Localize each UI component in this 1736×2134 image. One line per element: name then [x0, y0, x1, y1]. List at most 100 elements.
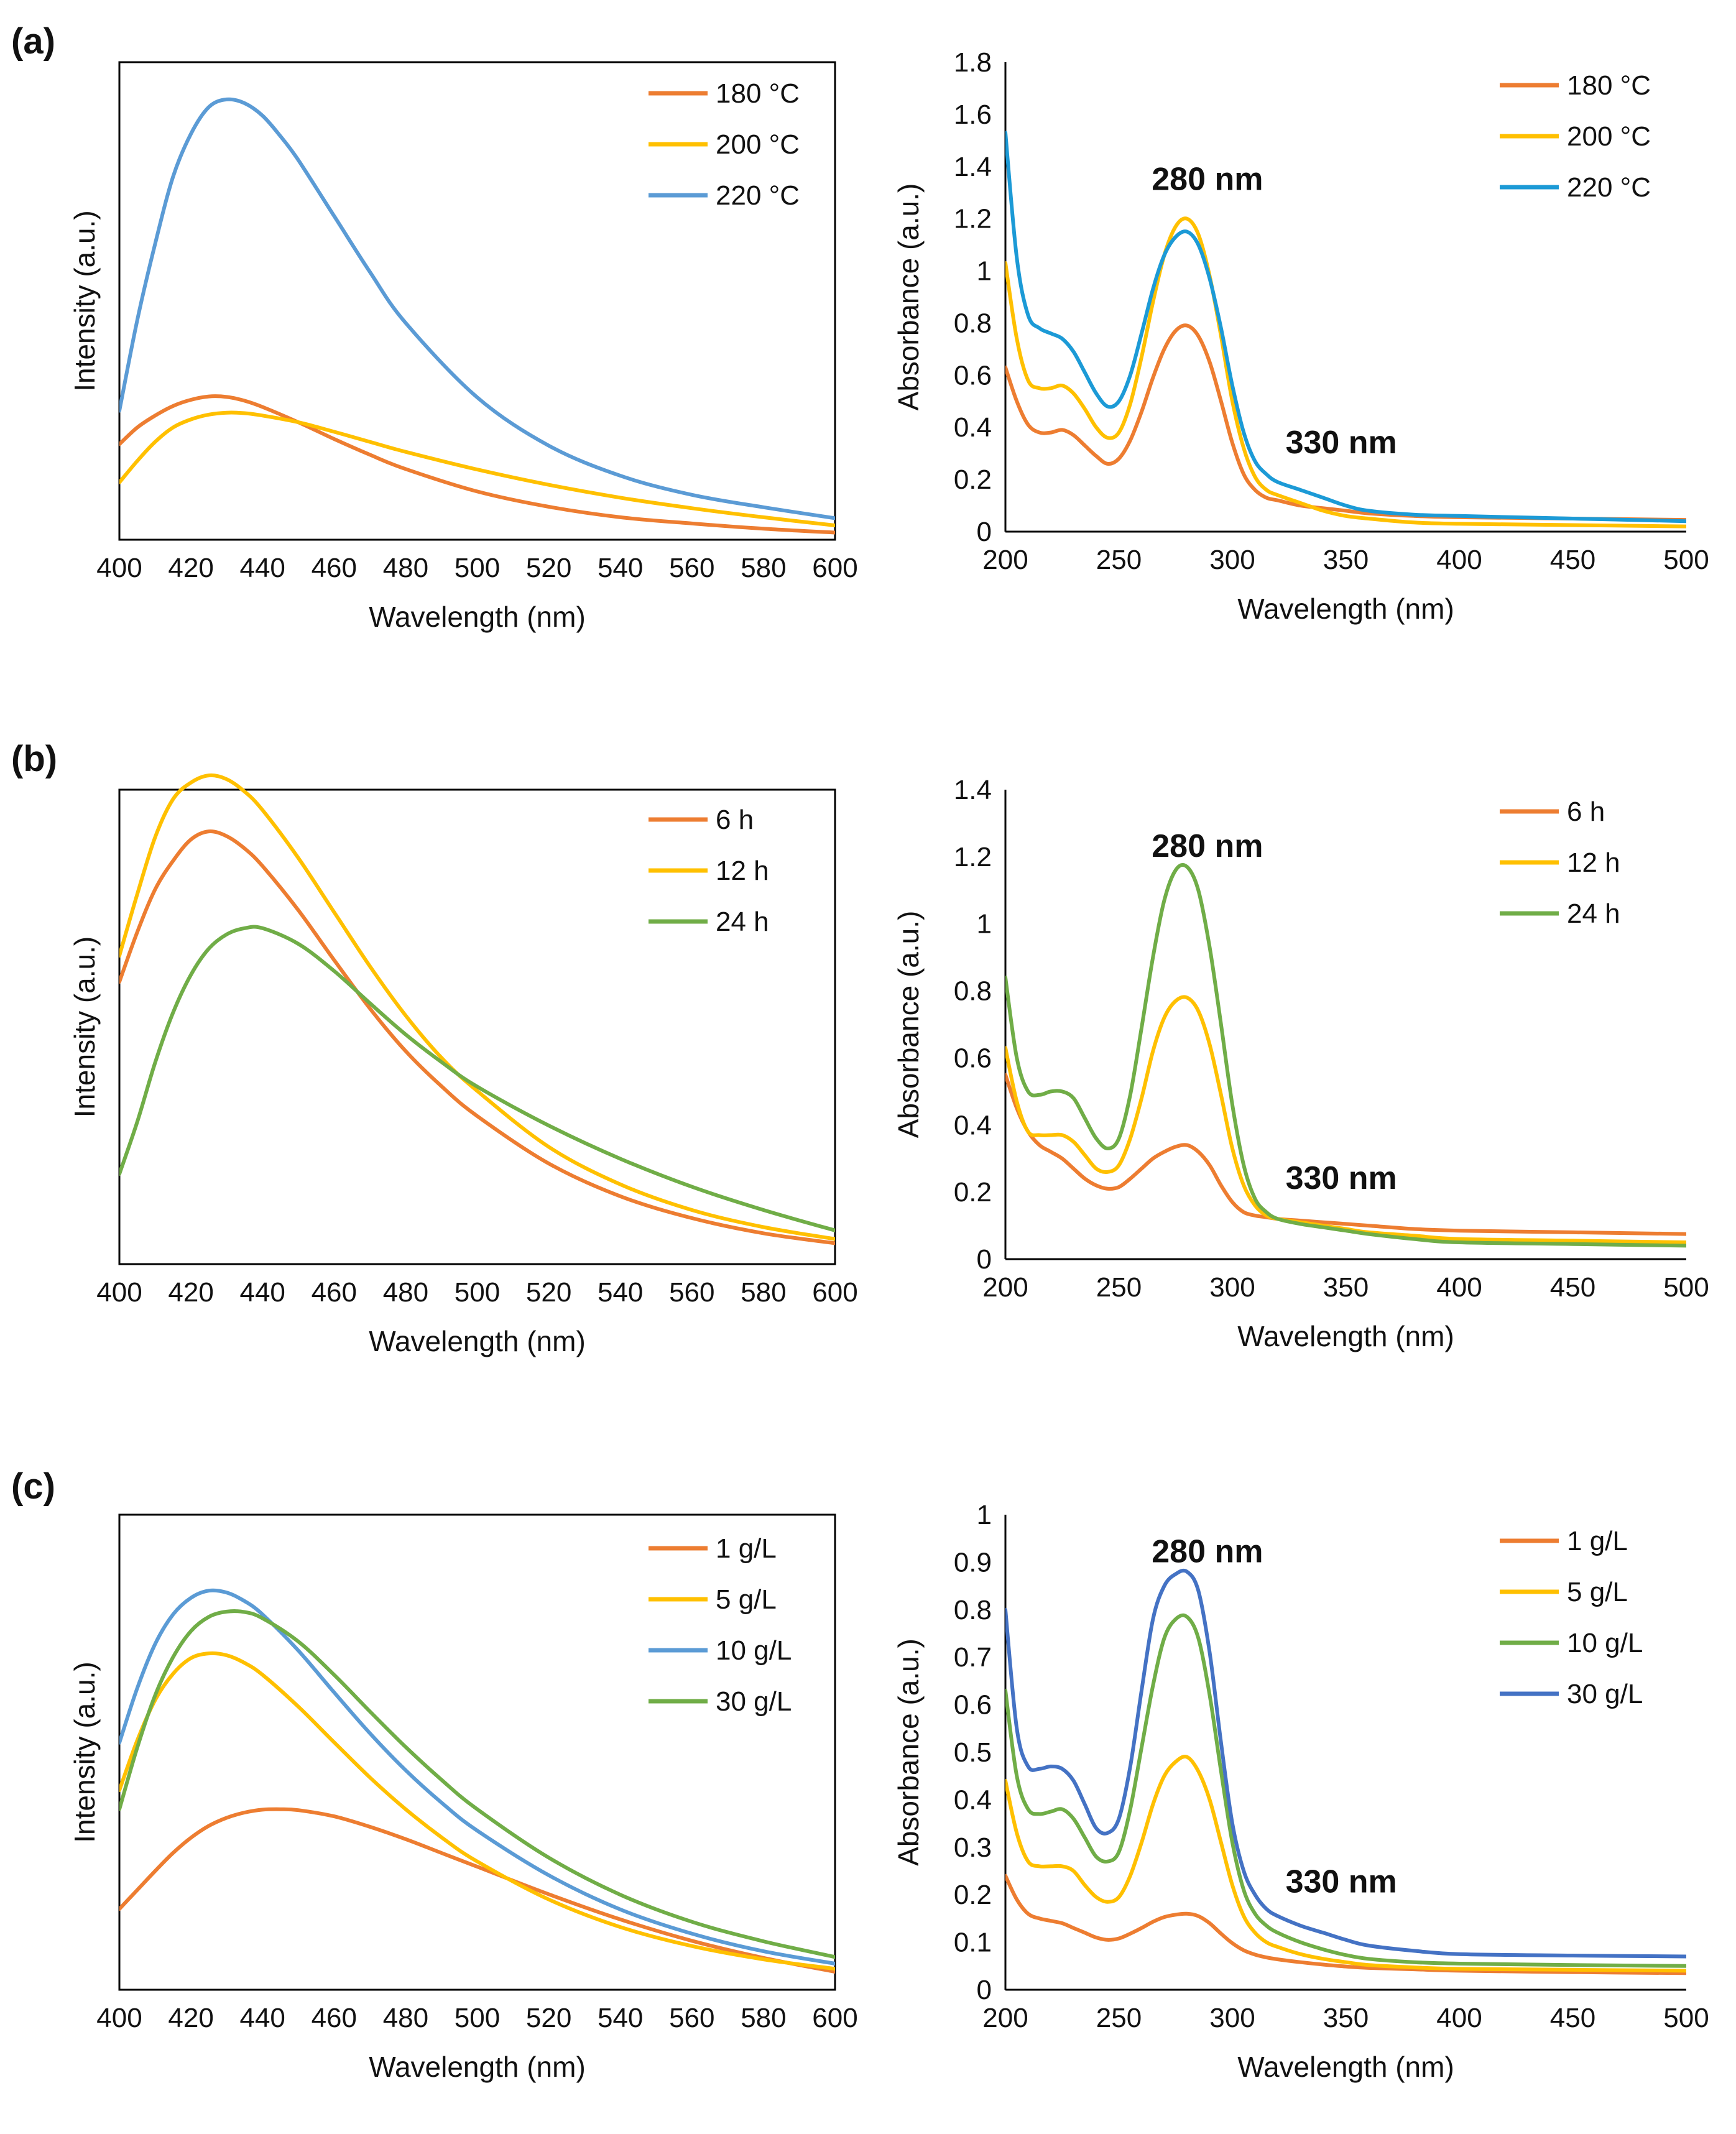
series-line-12-h: [1005, 995, 1686, 1244]
chart-b-absorbance: 200 250 300 350 400 450 500 0 0.2 0.4 0.6 0.8 1 1.2 1.…: [892, 775, 1709, 1352]
legend-label: 5 g/L: [716, 1584, 777, 1615]
legend-label: 10 g/L: [1567, 1628, 1643, 1658]
x-tick-label: 400: [96, 553, 142, 583]
x-tick-label: 480: [383, 2003, 428, 2033]
y-tick-label: 0.6: [954, 1043, 992, 1073]
series-line-30-g-l: [119, 1609, 835, 1959]
legend-label: 24 h: [1567, 898, 1620, 929]
x-tick-label: 500: [1663, 1272, 1709, 1303]
x-tick-label: 580: [741, 2003, 786, 2033]
legend-label: 220 °C: [1567, 172, 1651, 203]
legend-label: 12 h: [716, 856, 769, 886]
y-tick-label: 0.8: [954, 1595, 992, 1625]
legend-label: 30 g/L: [1567, 1679, 1643, 1709]
y-tick-label: 0.7: [954, 1642, 992, 1673]
x-tick-label: 300: [1209, 1272, 1255, 1303]
x-tick-label: 500: [455, 1277, 500, 1308]
y-tick-label: 0.8: [954, 308, 992, 338]
x-tick-label: 400: [1436, 1272, 1482, 1303]
peak-annotation: 280 nm: [1152, 162, 1263, 198]
y-axis-title: Absorbance (a.u.): [892, 911, 925, 1139]
x-tick-label: 560: [669, 553, 714, 583]
legend-label: 200 °C: [1567, 121, 1651, 152]
x-axis-title: Wavelength (nm): [1237, 1320, 1454, 1352]
x-tick-label: 400: [96, 2003, 142, 2033]
x-tick-label: 600: [812, 1277, 857, 1308]
peak-annotation: 280 nm: [1152, 828, 1263, 864]
y-axis-title: Absorbance (a.u.): [892, 183, 925, 411]
legend-label: 10 g/L: [716, 1635, 792, 1666]
x-tick-label: 440: [239, 553, 285, 583]
plot-frame: [118, 61, 836, 541]
x-tick-label: 420: [168, 2003, 213, 2033]
series-line-5-g-l: [1005, 1755, 1686, 1973]
x-axis-title: Wavelength (nm): [1237, 2051, 1454, 2083]
x-axis-title: Wavelength (nm): [369, 601, 586, 633]
legend-label: 5 g/L: [1567, 1577, 1628, 1607]
y-tick-label: 0: [977, 1975, 992, 2005]
y-tick-label: 0.8: [954, 976, 992, 1007]
peak-annotation: 330 nm: [1286, 1864, 1397, 1900]
x-tick-label: 200: [982, 2003, 1028, 2033]
x-tick-label: 450: [1550, 545, 1595, 575]
y-axis-title: Intensity (a.u.): [68, 936, 101, 1117]
x-tick-label: 580: [741, 553, 786, 583]
y-tick-label: 1: [977, 1500, 992, 1530]
legend-label: 180 °C: [716, 78, 800, 109]
y-tick-label: 1.6: [954, 99, 992, 130]
x-tick-label: 420: [168, 553, 213, 583]
chart-c-absorbance: 200 250 300 350 400 450 500 0 0.1 0.2 0.3 0.4 0.5 0.6…: [892, 1500, 1709, 2083]
chart-a-photoluminescence: (a) 400 420 440 460 480 500 520 540 560 580 600 Wave…: [11, 21, 858, 633]
x-tick-label: 400: [96, 1277, 142, 1308]
y-tick-label: 0: [977, 517, 992, 547]
series-line-10-g-l: [119, 1588, 835, 1965]
x-tick-label: 520: [526, 1277, 571, 1308]
y-axis-title: Intensity (a.u.): [68, 1661, 101, 1842]
y-tick-label: 1.2: [954, 204, 992, 234]
panel-label: (b): [11, 739, 57, 779]
series-line-24-h: [1005, 862, 1686, 1248]
legend-label: 6 h: [1567, 797, 1605, 827]
peak-annotation: 330 nm: [1286, 425, 1397, 461]
x-tick-label: 300: [1209, 545, 1255, 575]
plot-frame: [118, 788, 836, 1265]
x-axis-title: Wavelength (nm): [1237, 593, 1454, 625]
series-line-5-g-l: [119, 1651, 835, 1971]
x-tick-label: 600: [812, 553, 857, 583]
y-tick-label: 1.8: [954, 47, 992, 78]
x-tick-label: 520: [526, 2003, 571, 2033]
x-tick-label: 250: [1096, 545, 1142, 575]
series-line-12-h: [119, 773, 835, 1241]
plot-frame: [118, 1513, 836, 1991]
x-tick-label: 420: [168, 1277, 213, 1308]
x-tick-label: 460: [312, 553, 357, 583]
x-tick-label: 540: [598, 553, 643, 583]
x-tick-label: 350: [1323, 1272, 1369, 1303]
legend-label: 220 °C: [716, 180, 800, 211]
y-tick-label: 1.2: [954, 842, 992, 872]
x-tick-label: 300: [1209, 2003, 1255, 2033]
y-tick-label: 0.9: [954, 1547, 992, 1577]
x-tick-label: 580: [741, 1277, 786, 1308]
x-tick-label: 460: [312, 2003, 357, 2033]
y-tick-label: 0.2: [954, 464, 992, 495]
x-tick-label: 560: [669, 1277, 714, 1308]
legend-label: 200 °C: [716, 129, 800, 160]
y-tick-label: 0.5: [954, 1737, 992, 1768]
chart-a-absorbance: 200 250 300 350 400 450 500 0 0.2 0.4 0.6 0.8 1 1.2 1.…: [892, 47, 1709, 625]
y-tick-label: 1: [977, 909, 992, 940]
x-tick-label: 500: [455, 553, 500, 583]
x-tick-label: 450: [1550, 2003, 1595, 2033]
series-line-10-g-l: [1005, 1613, 1686, 1968]
x-tick-label: 500: [455, 2003, 500, 2033]
peak-annotation: 280 nm: [1152, 1533, 1263, 1569]
y-tick-label: 0.6: [954, 360, 992, 390]
x-tick-label: 560: [669, 2003, 714, 2033]
x-tick-label: 460: [312, 1277, 357, 1308]
series-line-6-h: [1005, 1073, 1686, 1236]
y-tick-label: 0.4: [954, 1110, 992, 1140]
panel-label: (c): [11, 1466, 55, 1507]
y-tick-label: 0.6: [954, 1690, 992, 1721]
legend-label: 1 g/L: [1567, 1526, 1628, 1556]
